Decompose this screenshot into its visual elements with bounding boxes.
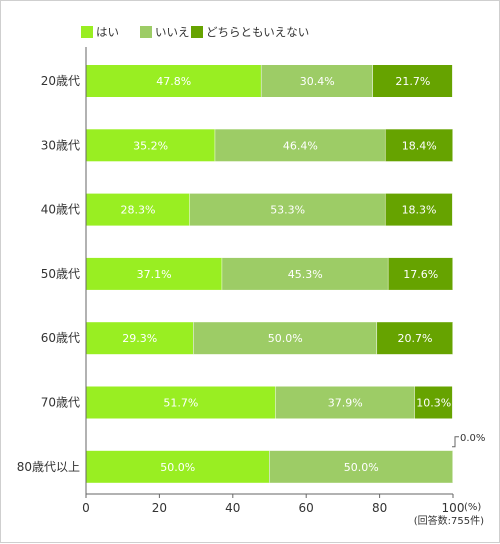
x-tick-label: 100 bbox=[442, 501, 465, 515]
bar-segment bbox=[86, 65, 262, 97]
legend-label: いいえ bbox=[155, 25, 190, 39]
data-label: 17.6% bbox=[403, 268, 438, 281]
x-tick-label: 20 bbox=[152, 501, 167, 515]
bar-segment bbox=[86, 257, 223, 290]
bar-row: 50歳代 37.1% 45.3% 17.6% bbox=[41, 257, 454, 290]
response-count-note: (回答数:755件) bbox=[414, 514, 484, 527]
legend-item: いいえ bbox=[140, 25, 190, 39]
x-tick-label: 40 bbox=[225, 501, 240, 515]
data-label: 37.9% bbox=[328, 397, 363, 410]
category-label: 70歳代 bbox=[41, 396, 80, 410]
legend: はい いいえ どちらともいえない bbox=[81, 25, 309, 39]
legend-swatch bbox=[81, 26, 93, 38]
data-label: 28.3% bbox=[120, 204, 155, 217]
data-label: 30.4% bbox=[300, 75, 335, 88]
bar-segment bbox=[414, 386, 453, 419]
bar-segment bbox=[372, 65, 453, 97]
legend-item: はい bbox=[81, 25, 119, 39]
data-label: 51.7% bbox=[163, 397, 198, 410]
bar-segment bbox=[86, 193, 190, 226]
category-label: 80歳代以上 bbox=[17, 460, 80, 474]
legend-label: はい bbox=[96, 25, 119, 39]
bar-segment bbox=[86, 129, 216, 162]
data-label: 18.4% bbox=[402, 139, 437, 152]
category-label: 30歳代 bbox=[41, 138, 80, 152]
data-label: 47.8% bbox=[156, 75, 191, 88]
callout-leader bbox=[452, 436, 459, 448]
legend-swatch bbox=[191, 26, 203, 38]
bar-row: 60歳代 29.3% 50.0% 20.7% bbox=[41, 322, 454, 355]
data-label: 10.3% bbox=[416, 397, 451, 410]
bar-row: 70歳代 51.7% 37.9% 10.3% bbox=[41, 386, 454, 419]
data-label: 18.3% bbox=[402, 204, 437, 217]
data-label: 29.3% bbox=[122, 332, 157, 345]
data-label: 50.0% bbox=[344, 461, 379, 474]
bar-segment bbox=[269, 450, 453, 483]
bar-segment bbox=[377, 322, 453, 355]
bar-segment bbox=[385, 129, 453, 162]
bar-segment bbox=[193, 322, 378, 355]
data-label: 21.7% bbox=[395, 75, 430, 88]
bar-segment bbox=[86, 386, 276, 419]
x-tick-label: 60 bbox=[299, 501, 314, 515]
data-label: 20.7% bbox=[398, 332, 433, 345]
bar-row: 80歳代以上 50.0% 50.0% 0.0% bbox=[17, 433, 485, 483]
bar-segment bbox=[261, 65, 373, 97]
category-label: 20歳代 bbox=[41, 74, 80, 88]
bar-row: 40歳代 28.3% 53.3% 18.3% bbox=[41, 193, 454, 226]
bar-segment bbox=[222, 257, 389, 290]
category-label: 40歳代 bbox=[41, 203, 80, 217]
x-axis-unit: (%) bbox=[464, 502, 481, 513]
data-label: 37.1% bbox=[137, 268, 172, 281]
x-axis: 0 20 40 60 80 100 (%)(回答数:755件) bbox=[82, 47, 484, 527]
data-label: 46.4% bbox=[283, 139, 318, 152]
data-label: 50.0% bbox=[160, 461, 195, 474]
bar-segment bbox=[385, 193, 453, 226]
legend-item: どちらともいえない bbox=[191, 25, 309, 39]
bar-segment bbox=[388, 257, 453, 290]
bar-segment bbox=[86, 322, 194, 355]
x-tick-label: 80 bbox=[372, 501, 387, 515]
data-label: 50.0% bbox=[268, 332, 303, 345]
data-label: 45.3% bbox=[288, 268, 323, 281]
category-label: 60歳代 bbox=[41, 331, 80, 345]
bar-row: 30歳代 35.2% 46.4% 18.4% bbox=[41, 129, 454, 162]
legend-label: どちらともいえない bbox=[206, 25, 309, 39]
bar-segment bbox=[215, 129, 386, 162]
data-label: 53.3% bbox=[270, 204, 305, 217]
x-tick-label: 0 bbox=[82, 501, 90, 515]
bar-row: 20歳代 47.8% 30.4% 21.7% bbox=[41, 65, 454, 97]
bar-segment bbox=[275, 386, 415, 419]
data-label: 0.0% bbox=[460, 433, 485, 444]
category-label: 50歳代 bbox=[41, 267, 80, 281]
data-label: 35.2% bbox=[133, 139, 168, 152]
bars: 20歳代 47.8% 30.4% 21.7% 30歳代 35.2% 46.4% 18.4% 40… bbox=[17, 65, 485, 483]
legend-swatch bbox=[140, 26, 152, 38]
bar-segment bbox=[189, 193, 386, 226]
bar-segment bbox=[86, 450, 270, 483]
